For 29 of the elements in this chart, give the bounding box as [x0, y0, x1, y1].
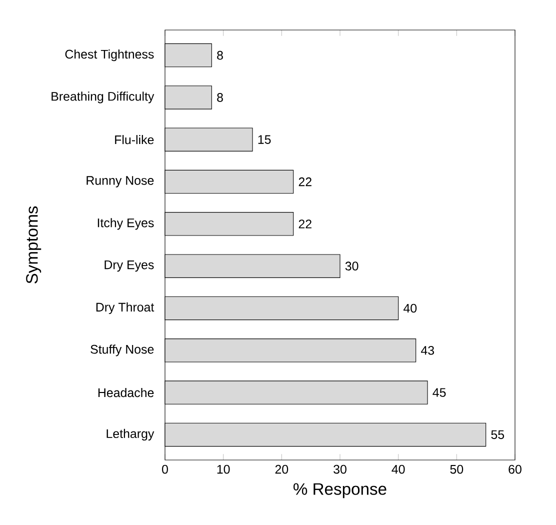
y-tick-label: Chest Tightness [65, 49, 154, 62]
data-label: 55 [491, 430, 504, 440]
data-label: 22 [298, 177, 312, 186]
x-tick-label: 50 [450, 464, 464, 474]
x-tick-label: 30 [334, 464, 346, 474]
x-axis-title: % Response [294, 483, 386, 498]
data-label: 43 [421, 346, 434, 355]
x-tick-label: 60 [508, 464, 522, 474]
y-tick-label: Stuffy Nose [90, 344, 154, 356]
data-label: 8 [217, 50, 223, 60]
y-tick-label: Headache [98, 388, 154, 398]
data-label: 45 [432, 388, 446, 397]
data-label: 30 [345, 262, 358, 270]
x-tick-label: 40 [392, 464, 405, 474]
data-label: 40 [404, 304, 417, 313]
y-tick-label: Runny Nose [86, 176, 154, 188]
data-label: 15 [258, 135, 271, 144]
y-tick-label: Itchy Eyes [98, 218, 154, 230]
data-label: 8 [217, 93, 223, 102]
y-tick-label: Dry Throat [96, 302, 154, 314]
x-tick-label: 20 [275, 464, 288, 474]
y-tick-label: Dry Eyes [104, 260, 154, 272]
x-tick-label: 0 [162, 464, 168, 474]
y-axis-title: Symptoms [26, 206, 42, 284]
y-tick-label: Flu-like [115, 135, 154, 144]
y-tick-label: Breathing Difficulty [52, 92, 154, 104]
y-tick-label: Lethargy [106, 428, 154, 441]
x-tick-label: 10 [217, 464, 230, 474]
data-label: 22 [298, 220, 312, 228]
